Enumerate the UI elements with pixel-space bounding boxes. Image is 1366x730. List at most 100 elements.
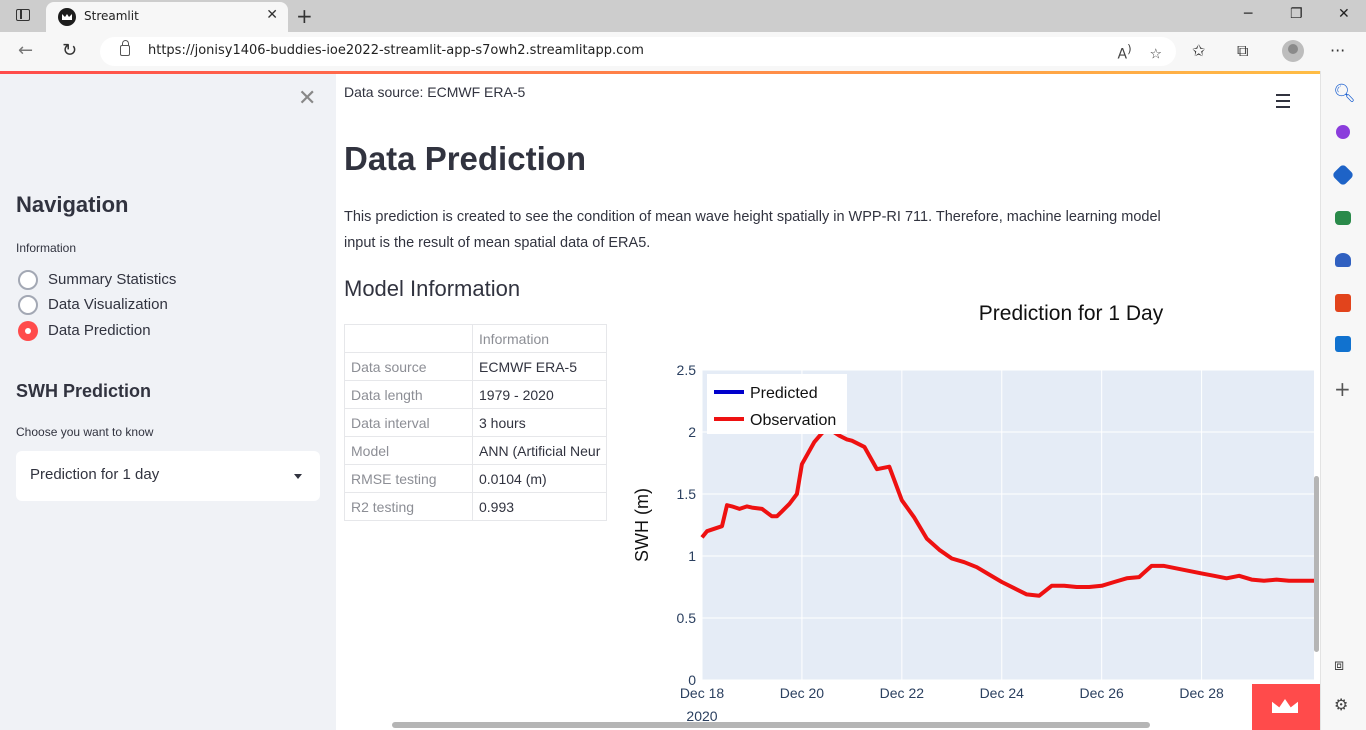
- streamlit-badge[interactable]: [1252, 684, 1320, 730]
- y-tick-label: 1.5: [677, 486, 697, 502]
- table-cell: ECMWF ERA-5: [472, 352, 607, 381]
- collections-icon[interactable]: ⧉: [1237, 41, 1249, 60]
- table-row-header: Data length: [344, 380, 473, 409]
- radio-label: Summary Statistics: [48, 271, 177, 288]
- legend-label: Predicted: [750, 385, 818, 402]
- swh-prediction-title: SWH Prediction: [16, 381, 152, 401]
- add-panel-icon[interactable]: +: [1334, 377, 1351, 401]
- x-tick-label: Dec 26: [1079, 685, 1124, 701]
- radio-label: Data Prediction: [48, 322, 151, 339]
- x-tick-label: Dec 28: [1179, 685, 1224, 701]
- table-cell: 3 hours: [472, 408, 607, 437]
- chart-title: Prediction for 1 Day: [979, 302, 1164, 325]
- table-row-header: Data source: [344, 352, 473, 381]
- tag-icon[interactable]: [1331, 163, 1355, 187]
- read-aloud-favorite-icons[interactable]: A) ☆: [1117, 42, 1163, 63]
- radio-group-label: Information: [16, 241, 77, 255]
- table-row-header: Data interval: [344, 408, 473, 437]
- table-cell: 0.0104 (m): [472, 464, 607, 493]
- legend-label: Observation: [750, 412, 836, 429]
- table-row: Data interval 3 hours: [344, 408, 607, 437]
- sidebar-close-icon[interactable]: ✕: [298, 86, 317, 111]
- profile-avatar[interactable]: [1282, 40, 1304, 62]
- window-close-icon[interactable]: ✕: [1338, 6, 1350, 22]
- more-menu-icon[interactable]: ···: [1330, 41, 1346, 60]
- settings-icon[interactable]: ⚙: [1334, 695, 1349, 714]
- model-info-title: Model Information: [344, 276, 521, 301]
- edge-sidebar: 🔍︎ + ⧈ ⚙: [1320, 71, 1366, 730]
- table-row: R2 testing 0.993: [344, 492, 607, 521]
- table-row: RMSE testing 0.0104 (m): [344, 464, 607, 493]
- x-tick-label: Dec 20: [780, 685, 825, 701]
- description-paragraph: This prediction is created to see the co…: [344, 209, 1161, 251]
- radio-label: Data Visualization: [48, 296, 168, 313]
- radio-dot-selected[interactable]: [18, 321, 38, 341]
- minimize-icon[interactable]: ─: [1244, 6, 1253, 22]
- table-row-header: Model: [344, 436, 473, 465]
- chevron-down-icon[interactable]: [294, 474, 302, 479]
- url-field[interactable]: https://jonisy1406-buddies-ioe2022-strea…: [100, 37, 1176, 66]
- browser-tab[interactable]: Streamlit ✕: [46, 2, 288, 32]
- y-tick-label: 0: [688, 672, 696, 688]
- streamlit-favicon-icon: [58, 8, 76, 26]
- tools-icon[interactable]: [1335, 211, 1351, 225]
- model-info-table: Information Data source ECMWF ERA-5 Data…: [344, 324, 607, 521]
- table-cell: 1979 - 2020: [472, 380, 607, 409]
- x-year-label: 2020: [686, 708, 717, 724]
- radio-dot[interactable]: [18, 295, 38, 315]
- lock-icon[interactable]: [120, 40, 130, 56]
- new-tab-icon[interactable]: +: [296, 4, 313, 28]
- table-row: Model ANN (Artificial Neur: [344, 436, 607, 465]
- streamlit-sidebar: ✕ Navigation Information Summary Statist…: [0, 74, 336, 730]
- data-source-text: Data source: ECMWF ERA-5: [344, 84, 526, 100]
- vertical-scrollbar[interactable]: [1314, 476, 1319, 652]
- streamlit-top-decoration: [0, 71, 1320, 74]
- y-tick-label: 1: [688, 548, 696, 564]
- games-icon[interactable]: [1335, 253, 1351, 267]
- prediction-chart[interactable]: 0 0.5 1 1.5 2 2.5 Dec 18 Dec 20 Dec 22 Dec 24 Dec …: [616, 296, 1320, 730]
- legend-box: [707, 374, 847, 434]
- tab-close-icon[interactable]: ✕: [266, 7, 278, 23]
- browser-tab-bar: Streamlit ✕ + ─ ❐ ✕: [0, 0, 1366, 32]
- copilot-icon[interactable]: [1336, 125, 1350, 139]
- table-header-cell: Information: [472, 324, 607, 353]
- outlook-icon[interactable]: [1335, 336, 1351, 352]
- restore-icon[interactable]: ❐: [1290, 6, 1303, 22]
- crown-icon: [1272, 699, 1298, 713]
- y-axis-label: SWH (m): [632, 488, 652, 562]
- navigation-title: Navigation: [16, 192, 129, 217]
- hamburger-menu-icon[interactable]: [1276, 94, 1290, 112]
- favorites-icon[interactable]: ✩: [1192, 41, 1206, 60]
- x-tick-label: Dec 22: [880, 685, 925, 701]
- table-row: Data length 1979 - 2020: [344, 380, 607, 409]
- table-header-cell: [344, 324, 473, 353]
- series-line-observation: [700, 427, 1314, 598]
- address-bar-row: ← ↻ https://jonisy1406-buddies-ioe2022-s…: [0, 32, 1366, 71]
- page-title: Data Prediction: [344, 140, 587, 177]
- table-cell: 0.993: [472, 492, 607, 521]
- refresh-icon[interactable]: ↻: [62, 40, 78, 61]
- table-row-header: R2 testing: [344, 492, 473, 521]
- y-tick-label: 2.5: [677, 362, 697, 378]
- back-icon[interactable]: ←: [18, 40, 34, 61]
- radio-dot[interactable]: [18, 270, 38, 290]
- table-row-header: RMSE testing: [344, 464, 473, 493]
- y-tick-label: 2: [688, 424, 696, 440]
- url-text: https://jonisy1406-buddies-ioe2022-strea…: [148, 43, 644, 58]
- table-header-row: Information: [344, 324, 607, 353]
- horizontal-scrollbar[interactable]: [392, 722, 1150, 728]
- split-view-icon[interactable]: ⧈: [1334, 655, 1345, 674]
- table-row: Data source ECMWF ERA-5: [344, 352, 607, 381]
- select-value: Prediction for 1 day: [30, 466, 160, 483]
- x-tick-label: Dec 24: [980, 685, 1025, 701]
- tab-title: Streamlit: [84, 9, 139, 23]
- office-icon[interactable]: [1335, 294, 1351, 312]
- tab-actions-icon[interactable]: [10, 6, 34, 26]
- table-cell: ANN (Artificial Neur: [472, 436, 607, 465]
- select-label: Choose you want to know: [16, 425, 154, 439]
- x-tick-label: Dec 18: [680, 685, 725, 701]
- search-icon[interactable]: 🔍︎: [1333, 83, 1356, 104]
- y-tick-label: 0.5: [677, 610, 697, 626]
- prediction-select[interactable]: Prediction for 1 day: [16, 451, 320, 501]
- main-content: Data source: ECMWF ERA-5 Data Prediction…: [336, 74, 1320, 730]
